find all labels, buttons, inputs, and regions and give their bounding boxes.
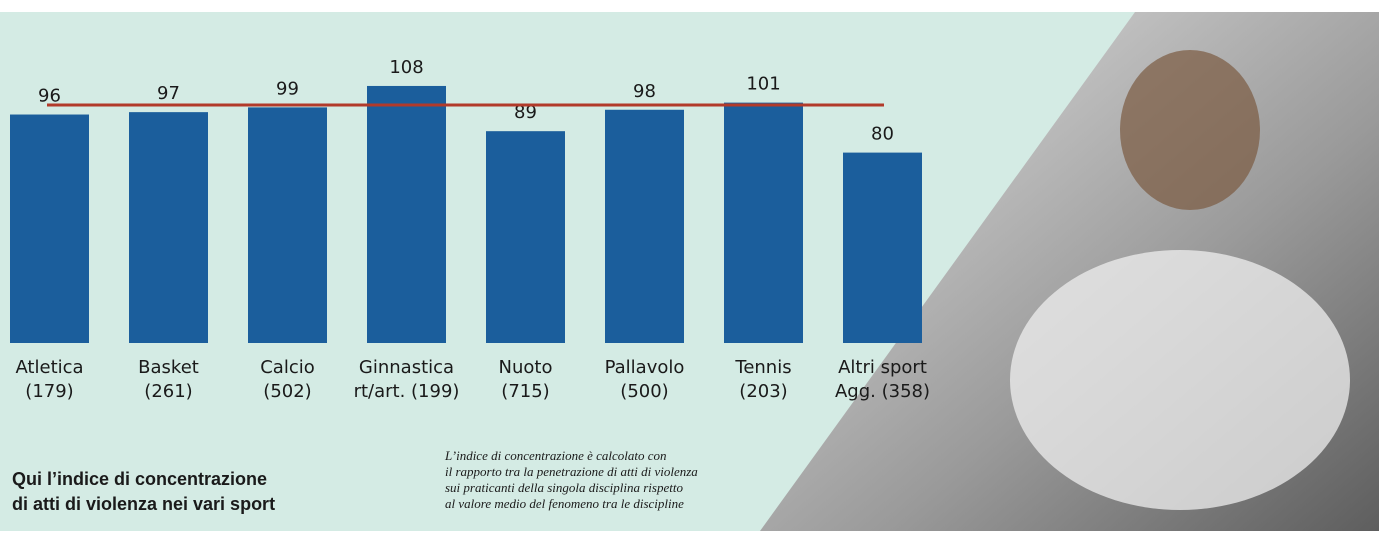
category-label: Nuoto (499, 357, 553, 378)
note: al valore medio del fenomeno tra le disc… (445, 496, 684, 511)
category-label: Altri sport (838, 357, 927, 378)
category-label: (500) (620, 381, 668, 402)
value-label: 101 (746, 74, 780, 95)
category-label: (203) (739, 381, 787, 402)
note: L’indice di concentrazione è calcolato c… (444, 448, 667, 463)
category-label: Agg. (358) (835, 381, 930, 402)
category-label: Atletica (15, 357, 83, 378)
note: il rapporto tra la penetrazione di atti … (445, 464, 698, 479)
bar (724, 103, 803, 343)
bar (605, 110, 684, 343)
category-label: Tennis (734, 357, 791, 378)
note: sui praticanti della singola disciplina … (445, 480, 683, 495)
category-label: rt/art. (199) (354, 381, 460, 402)
bar (129, 112, 208, 343)
category-label: Basket (138, 357, 199, 378)
chart: 96 Atletica (179) 97 Basket (261) 99 Calcio (502… (0, 0, 1379, 531)
bar (843, 153, 922, 343)
category-label: (502) (263, 381, 311, 402)
category-label: (715) (501, 381, 549, 402)
bar (248, 107, 327, 343)
value-label: 98 (633, 81, 656, 102)
value-label: 80 (871, 124, 894, 145)
bar (10, 115, 89, 343)
value-label: 108 (389, 57, 423, 78)
chart-title: Qui l’indice di concentrazione (12, 469, 267, 489)
category-label: Ginnastica (359, 357, 454, 378)
photo-head (1120, 50, 1260, 210)
bar (486, 131, 565, 343)
category-label: Calcio (260, 357, 315, 378)
photo-figure (1010, 250, 1350, 510)
value-label: 97 (157, 83, 180, 104)
value-label: 99 (276, 78, 299, 99)
category-label: Pallavolo (605, 357, 685, 378)
bar (367, 86, 446, 343)
value-label: 96 (38, 86, 61, 107)
category-label: (261) (144, 381, 192, 402)
chart-title: di atti di violenza nei vari sport (12, 494, 275, 514)
category-label: (179) (25, 381, 73, 402)
